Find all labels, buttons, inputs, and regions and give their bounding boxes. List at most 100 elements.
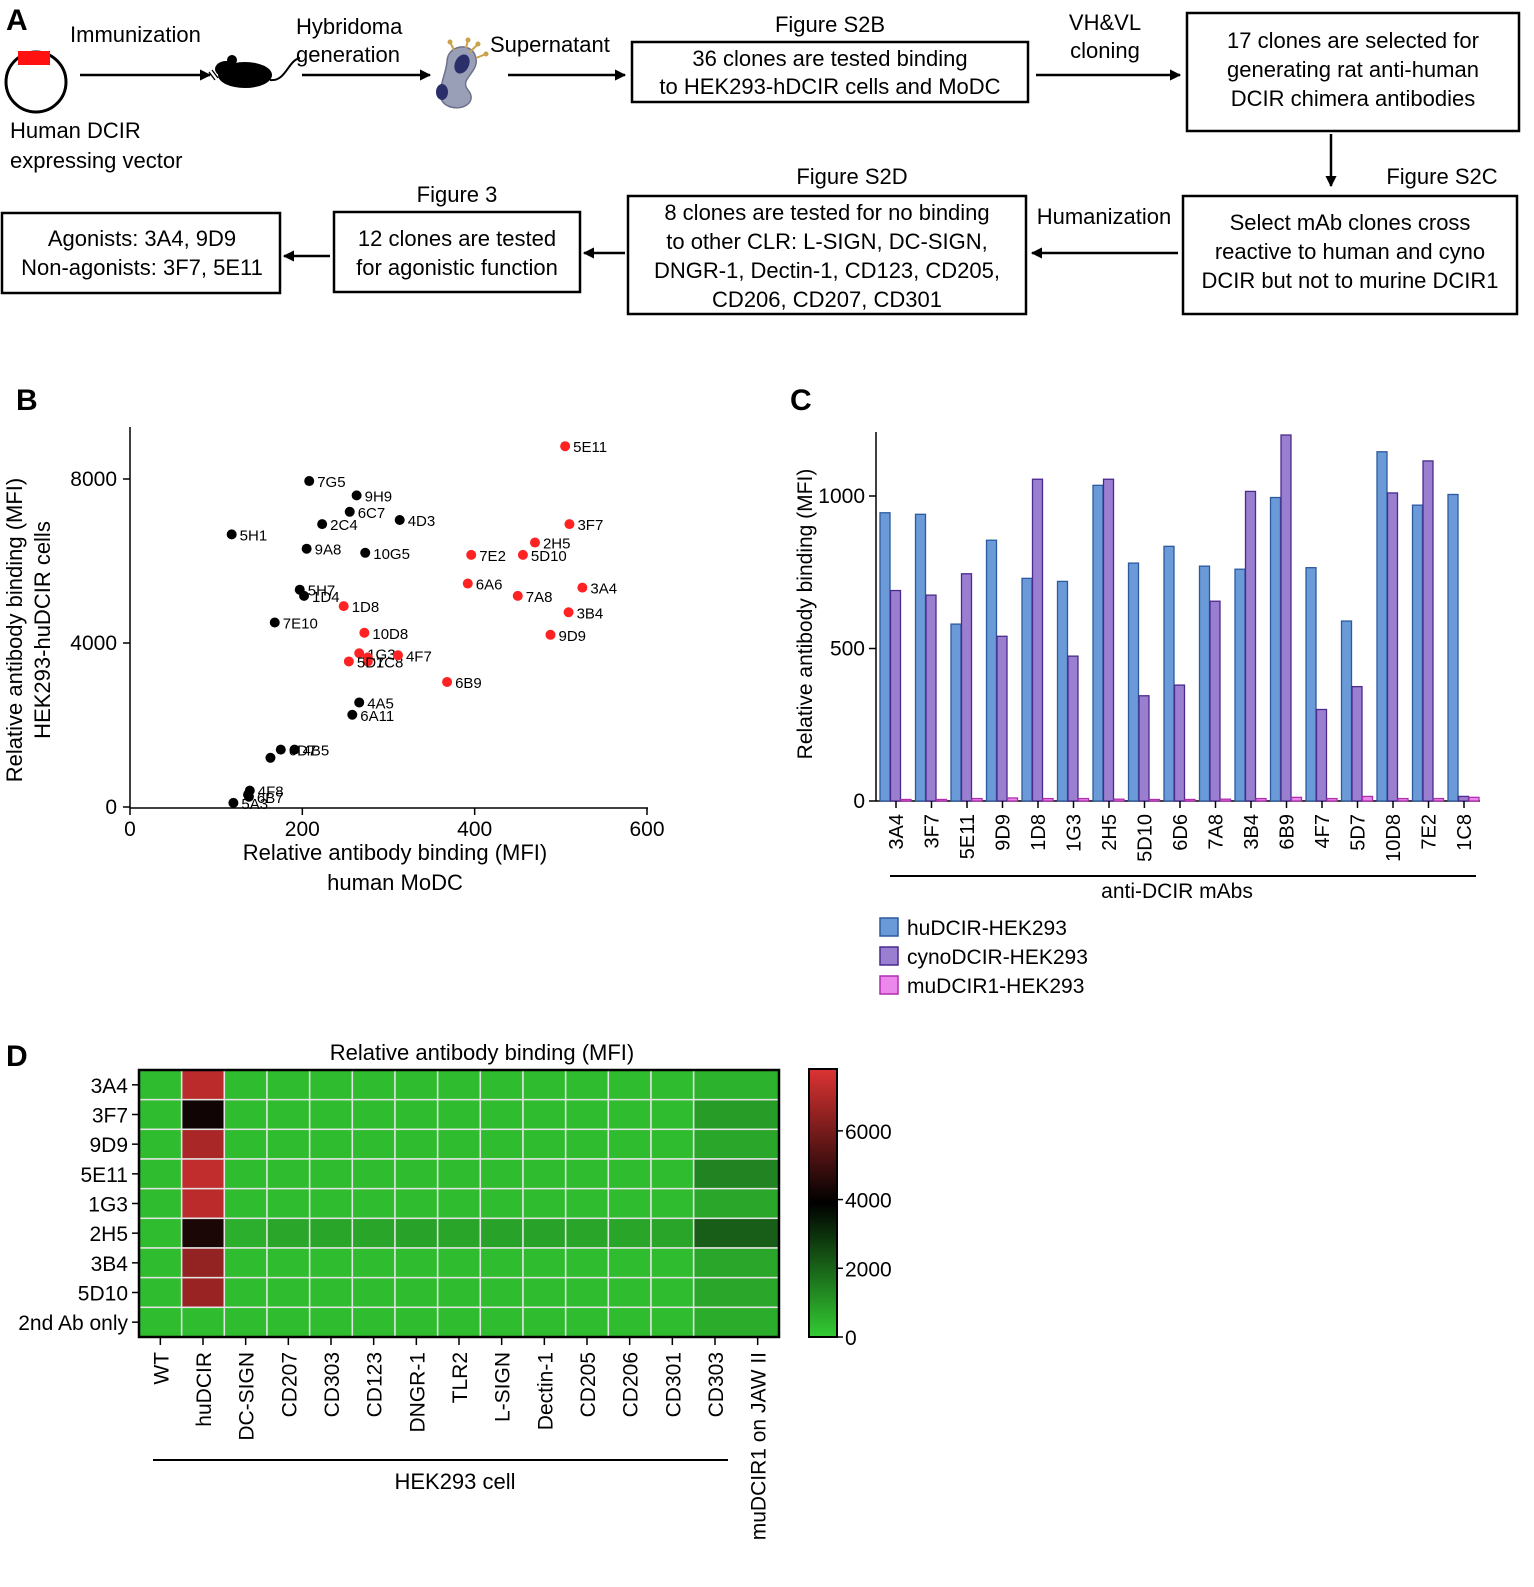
bar-huDCIR-HEK293 [985, 539, 998, 802]
bar-x-tick-label: 7A8 [1206, 814, 1228, 850]
heatmap-cell [436, 1098, 482, 1131]
legend-swatch [879, 946, 899, 966]
heatmap-cell [692, 1158, 780, 1190]
heatmap-cell [564, 1247, 610, 1279]
heatmap-cell [522, 1247, 567, 1279]
box-8-clones-line1: 8 clones are tested for no binding [664, 200, 989, 225]
scatter-point [529, 537, 540, 548]
bar-x-tick-label: 7E2 [1419, 814, 1441, 850]
bar-muDCIR1-HEK293 [1468, 796, 1480, 802]
scatter-point-label: 6C7 [358, 505, 386, 522]
heatmap-cell [223, 1128, 268, 1160]
bar-x-tick-label: 4F7 [1312, 814, 1334, 848]
vector-label-line1: Human DCIR [10, 118, 141, 143]
bar-cynoDCIR-HEK293 [1031, 478, 1044, 802]
heatmap-cell [607, 1098, 652, 1131]
bar-cynoDCIR-HEK293 [925, 594, 937, 802]
heatmap-cell [436, 1217, 482, 1249]
scatter-point-label: 6B7 [257, 790, 284, 807]
heatmap-col-label: muDCIR1 on JAW II [748, 1352, 771, 1540]
heatmap-cell [394, 1098, 439, 1131]
scatter-point-label: 4D3 [408, 513, 436, 530]
scatter-point [517, 549, 528, 560]
heatmap-cell [650, 1247, 695, 1279]
heatmap-cell [564, 1069, 610, 1101]
scatter-y-tick-label: 4000 [70, 632, 117, 655]
heatmap-cell [607, 1128, 652, 1160]
bar-x-tick-label: 6D6 [1170, 814, 1192, 851]
bar-cynoDCIR-HEK293 [1315, 708, 1328, 802]
immunization-label: Immunization [70, 22, 201, 47]
bar-cynoDCIR-HEK293 [1386, 492, 1399, 802]
scatter-y-label-line2: HEK293-huDCIR cells [30, 521, 55, 739]
heatmap-cell [650, 1306, 695, 1338]
bar-muDCIR1-HEK293 [935, 798, 948, 802]
scatter-point-label: 5H1 [240, 527, 268, 544]
heatmap-cell [308, 1247, 354, 1279]
heatmap-cell [180, 1098, 226, 1131]
panel-label-d: D [6, 1040, 28, 1073]
scatter-point-label: 1D8 [352, 599, 380, 616]
scatter-point [226, 529, 237, 540]
heatmap-cell [650, 1069, 695, 1101]
legend-label: muDCIR1-HEK293 [907, 975, 1084, 998]
heatmap-col-label: Dectin-1 [534, 1352, 557, 1430]
box-agonists-line1: Agonists: 3A4, 9D9 [48, 226, 236, 251]
scatter-point-label: 9A8 [315, 542, 342, 559]
heatmap-row-label: 9D9 [89, 1134, 128, 1157]
box-17-clones-line1: 17 clones are selected for [1227, 28, 1479, 53]
heatmap-cell [564, 1158, 610, 1190]
scatter-point-label: 5A3 [241, 796, 268, 813]
scatter-point [359, 627, 370, 638]
box-cross-reactive-line3: DCIR but not to murine DCIR1 [1201, 268, 1498, 293]
heatmap-col-label: TLR2 [449, 1352, 472, 1403]
scatter-point-label: 7E2 [479, 548, 506, 565]
heatmap-cell [564, 1098, 610, 1131]
heatmap-cell [692, 1306, 780, 1338]
heatmap-cell [308, 1187, 354, 1220]
scatter-point [338, 601, 349, 612]
scatter-point-label: 5E11 [573, 439, 607, 456]
bar-y-ticks: 0 500 1000 [818, 485, 876, 813]
heatmap-cell [180, 1306, 226, 1338]
bar-muDCIR1-HEK293 [971, 797, 983, 802]
bar-huDCIR-HEK293 [1198, 565, 1211, 802]
bar-cynoDCIR-HEK293 [1067, 655, 1079, 802]
scatter-point [442, 676, 453, 687]
legend-swatch [879, 917, 899, 937]
heatmap-cell [180, 1128, 226, 1160]
legend-label: cynoDCIR-HEK293 [907, 946, 1088, 969]
scatter-point-label: 6A6 [476, 577, 503, 594]
bar-muDCIR1-HEK293 [1042, 797, 1054, 802]
heatmap-row-label: 2H5 [89, 1223, 128, 1246]
heatmap-cell [607, 1217, 652, 1249]
bar-huDCIR-HEK293 [1056, 580, 1069, 802]
heatmap-cell [351, 1187, 396, 1220]
heatmap-cell [223, 1098, 268, 1131]
bar-x-tick-label: 1C8 [1454, 814, 1476, 851]
heatmap-col-label: L-SIGN [492, 1352, 515, 1422]
heatmap-col-label: DC-SIGN [236, 1352, 259, 1441]
heatmap-cell [479, 1187, 524, 1220]
figure-s2d-label: Figure S2D [796, 164, 907, 189]
heatmap-cell [351, 1098, 396, 1131]
heatmap-cell [564, 1217, 610, 1249]
heatmap-cell [138, 1158, 183, 1190]
scatter-point [317, 519, 328, 530]
figure-s2c-label: Figure S2C [1386, 164, 1497, 189]
bar-muDCIR1-HEK293 [1397, 797, 1409, 802]
heatmap-cell [138, 1217, 183, 1249]
scatter-point-label: 7A8 [526, 589, 553, 606]
heatmap-cell [692, 1098, 780, 1131]
heatmap-cell [266, 1069, 311, 1101]
box-12-clones [332, 210, 582, 294]
bar-muDCIR1-HEK293 [1006, 797, 1019, 802]
box-agonists [0, 211, 282, 295]
panel-a-workflow: A Human DCIR expressing vector Immunizat… [0, 4, 1521, 316]
heatmap-col-label: CD207 [278, 1352, 301, 1417]
panel-label-b: B [16, 384, 38, 417]
heatmap-cell [351, 1069, 396, 1101]
bar-x-tick-label: 10D8 [1383, 814, 1405, 862]
heatmap-cell [351, 1217, 396, 1249]
heatmap-cell [650, 1187, 695, 1220]
